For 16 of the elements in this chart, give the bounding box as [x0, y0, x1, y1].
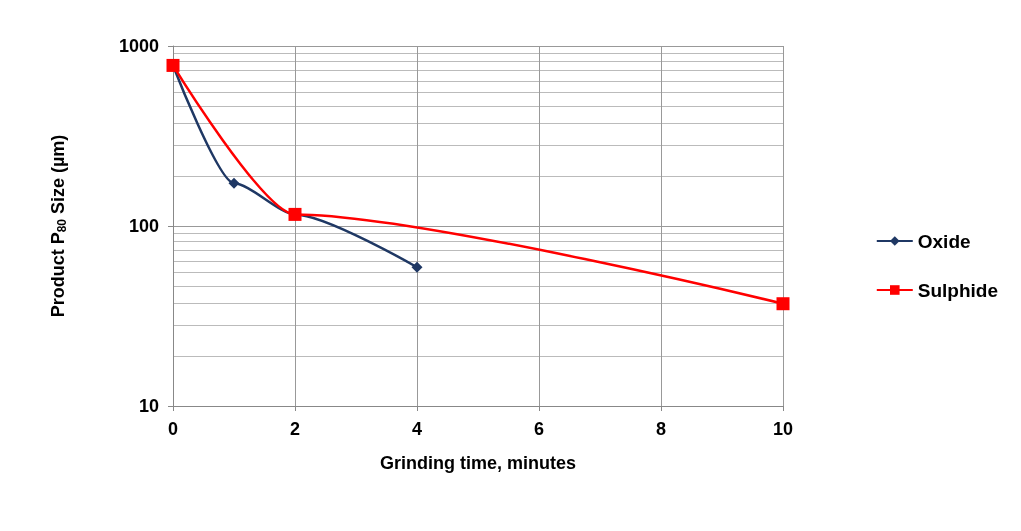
legend-label: Oxide	[917, 230, 971, 252]
x-tick-label: 8	[655, 419, 667, 439]
point	[228, 177, 240, 189]
x-tick-label: 0	[167, 419, 179, 439]
y-tick-label: 10	[138, 396, 159, 416]
x-tick-label: 10	[772, 419, 794, 439]
y-axis-title: Product P80 Size (µm)	[48, 134, 69, 318]
x-axis-title: Grinding time, minutes	[379, 453, 577, 473]
legend-label: Sulphide	[917, 279, 999, 301]
x-tick-label: 6	[533, 419, 545, 439]
y-tick-label: 100	[128, 216, 159, 236]
y-tick-label: 1000	[118, 36, 159, 56]
point	[411, 261, 423, 273]
x-tick-label: 4	[411, 419, 423, 439]
point	[776, 297, 790, 311]
x-tick-label: 2	[289, 419, 301, 439]
